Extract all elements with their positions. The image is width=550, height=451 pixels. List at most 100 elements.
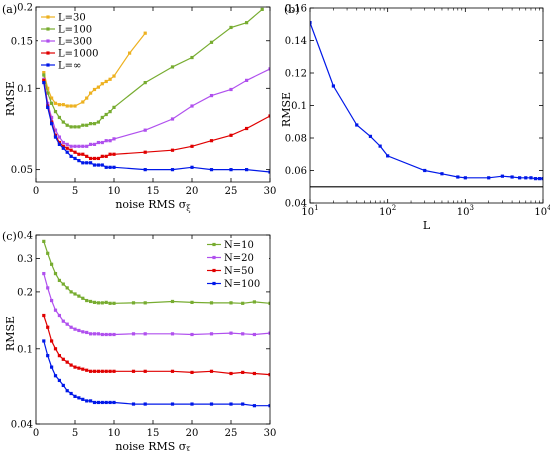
- data-point: [252, 300, 256, 304]
- data-point: [100, 115, 104, 120]
- data-point: [53, 271, 58, 276]
- y-axis-label: RMSE: [4, 81, 17, 116]
- data-point: [190, 370, 194, 375]
- data-point: [50, 115, 54, 120]
- data-point: [92, 300, 97, 304]
- data-point: [209, 402, 214, 406]
- legend-label: N=10: [224, 240, 254, 251]
- data-point: [89, 399, 93, 403]
- data-point: [112, 332, 116, 337]
- data-point: [104, 300, 108, 304]
- data-point: [112, 152, 116, 156]
- data-point: [50, 122, 54, 126]
- data-point: [46, 251, 50, 255]
- legend-swatch-marker: [212, 281, 216, 286]
- data-point: [378, 144, 382, 148]
- data-point: [112, 74, 116, 78]
- data-point: [368, 134, 373, 138]
- series-l-100: [42, 7, 264, 129]
- data-point: [53, 374, 58, 378]
- data-point: [53, 110, 58, 114]
- data-point: [77, 396, 81, 400]
- data-point: [100, 332, 104, 337]
- data-point: [241, 332, 245, 336]
- x-axis-label: noise RMS σξ: [115, 440, 191, 451]
- series-l-30: [42, 31, 147, 108]
- data-point: [143, 369, 147, 373]
- y-tick-label: 0.3: [17, 254, 33, 265]
- data-point: [104, 139, 108, 143]
- data-point: [65, 146, 69, 150]
- data-point: [61, 282, 65, 286]
- data-point: [190, 165, 194, 169]
- data-point: [61, 103, 65, 107]
- data-point: [61, 383, 65, 388]
- data-point: [229, 402, 233, 406]
- data-point: [190, 55, 194, 60]
- data-point: [85, 368, 89, 372]
- data-point: [73, 327, 77, 331]
- data-point: [61, 319, 65, 323]
- data-point: [143, 168, 147, 172]
- data-point: [170, 168, 175, 172]
- data-point: [537, 177, 542, 181]
- legend-swatch-marker: [46, 51, 50, 55]
- data-point: [81, 161, 85, 165]
- data-point: [112, 105, 116, 109]
- data-point: [104, 112, 108, 117]
- data-point: [92, 163, 97, 167]
- data-point: [73, 144, 77, 148]
- data-point: [73, 150, 77, 154]
- series-line: [43, 273, 270, 336]
- data-point: [46, 354, 50, 358]
- x-tick-label: 20: [186, 428, 199, 439]
- data-point: [46, 105, 50, 109]
- data-point: [85, 96, 89, 100]
- data-point: [170, 148, 175, 152]
- data-point: [85, 123, 89, 127]
- data-point: [131, 301, 136, 305]
- data-point: [46, 91, 50, 95]
- data-point: [190, 144, 194, 148]
- data-point: [229, 331, 233, 335]
- data-point: [81, 330, 85, 334]
- data-point: [65, 150, 69, 154]
- data-point: [209, 93, 214, 98]
- legend-box: [204, 238, 269, 290]
- data-point: [77, 328, 81, 333]
- data-point: [92, 332, 97, 336]
- data-point: [310, 21, 312, 25]
- legend-swatch-marker: [46, 15, 50, 19]
- data-point: [440, 172, 444, 176]
- data-point: [73, 104, 77, 108]
- y-tick-label: 0.1: [17, 344, 33, 355]
- y-tick-label: 0.1: [17, 84, 33, 95]
- panel-label: (b): [284, 3, 300, 16]
- x-tick-label: 20: [186, 186, 199, 197]
- data-point: [57, 313, 61, 318]
- data-point: [81, 144, 85, 148]
- data-point: [89, 369, 93, 373]
- panel-a: 0 5 10 15 20 25 30 0.05 0.1 0.15 0.2 noise RMS σξ RM…: [2, 3, 276, 214]
- data-point: [143, 128, 147, 132]
- data-point: [77, 152, 81, 156]
- data-point: [190, 300, 194, 304]
- data-point: [81, 123, 85, 127]
- data-point: [96, 301, 100, 305]
- data-point: [69, 148, 73, 152]
- y-axis-label: RMSE: [4, 316, 17, 351]
- data-point: [100, 140, 104, 145]
- data-point: [81, 152, 85, 156]
- data-point: [190, 402, 194, 406]
- data-point: [85, 399, 89, 403]
- data-point: [252, 332, 256, 337]
- y-tick-label: 0.2: [17, 287, 33, 298]
- data-point: [518, 176, 522, 180]
- y-tick-label: 0.4: [17, 231, 33, 242]
- data-point: [65, 360, 69, 364]
- data-point: [42, 271, 46, 276]
- data-point: [42, 339, 46, 343]
- legend-swatch-marker: [46, 39, 50, 43]
- legend-swatch-marker: [212, 268, 216, 273]
- legend-label: N=50: [224, 266, 254, 277]
